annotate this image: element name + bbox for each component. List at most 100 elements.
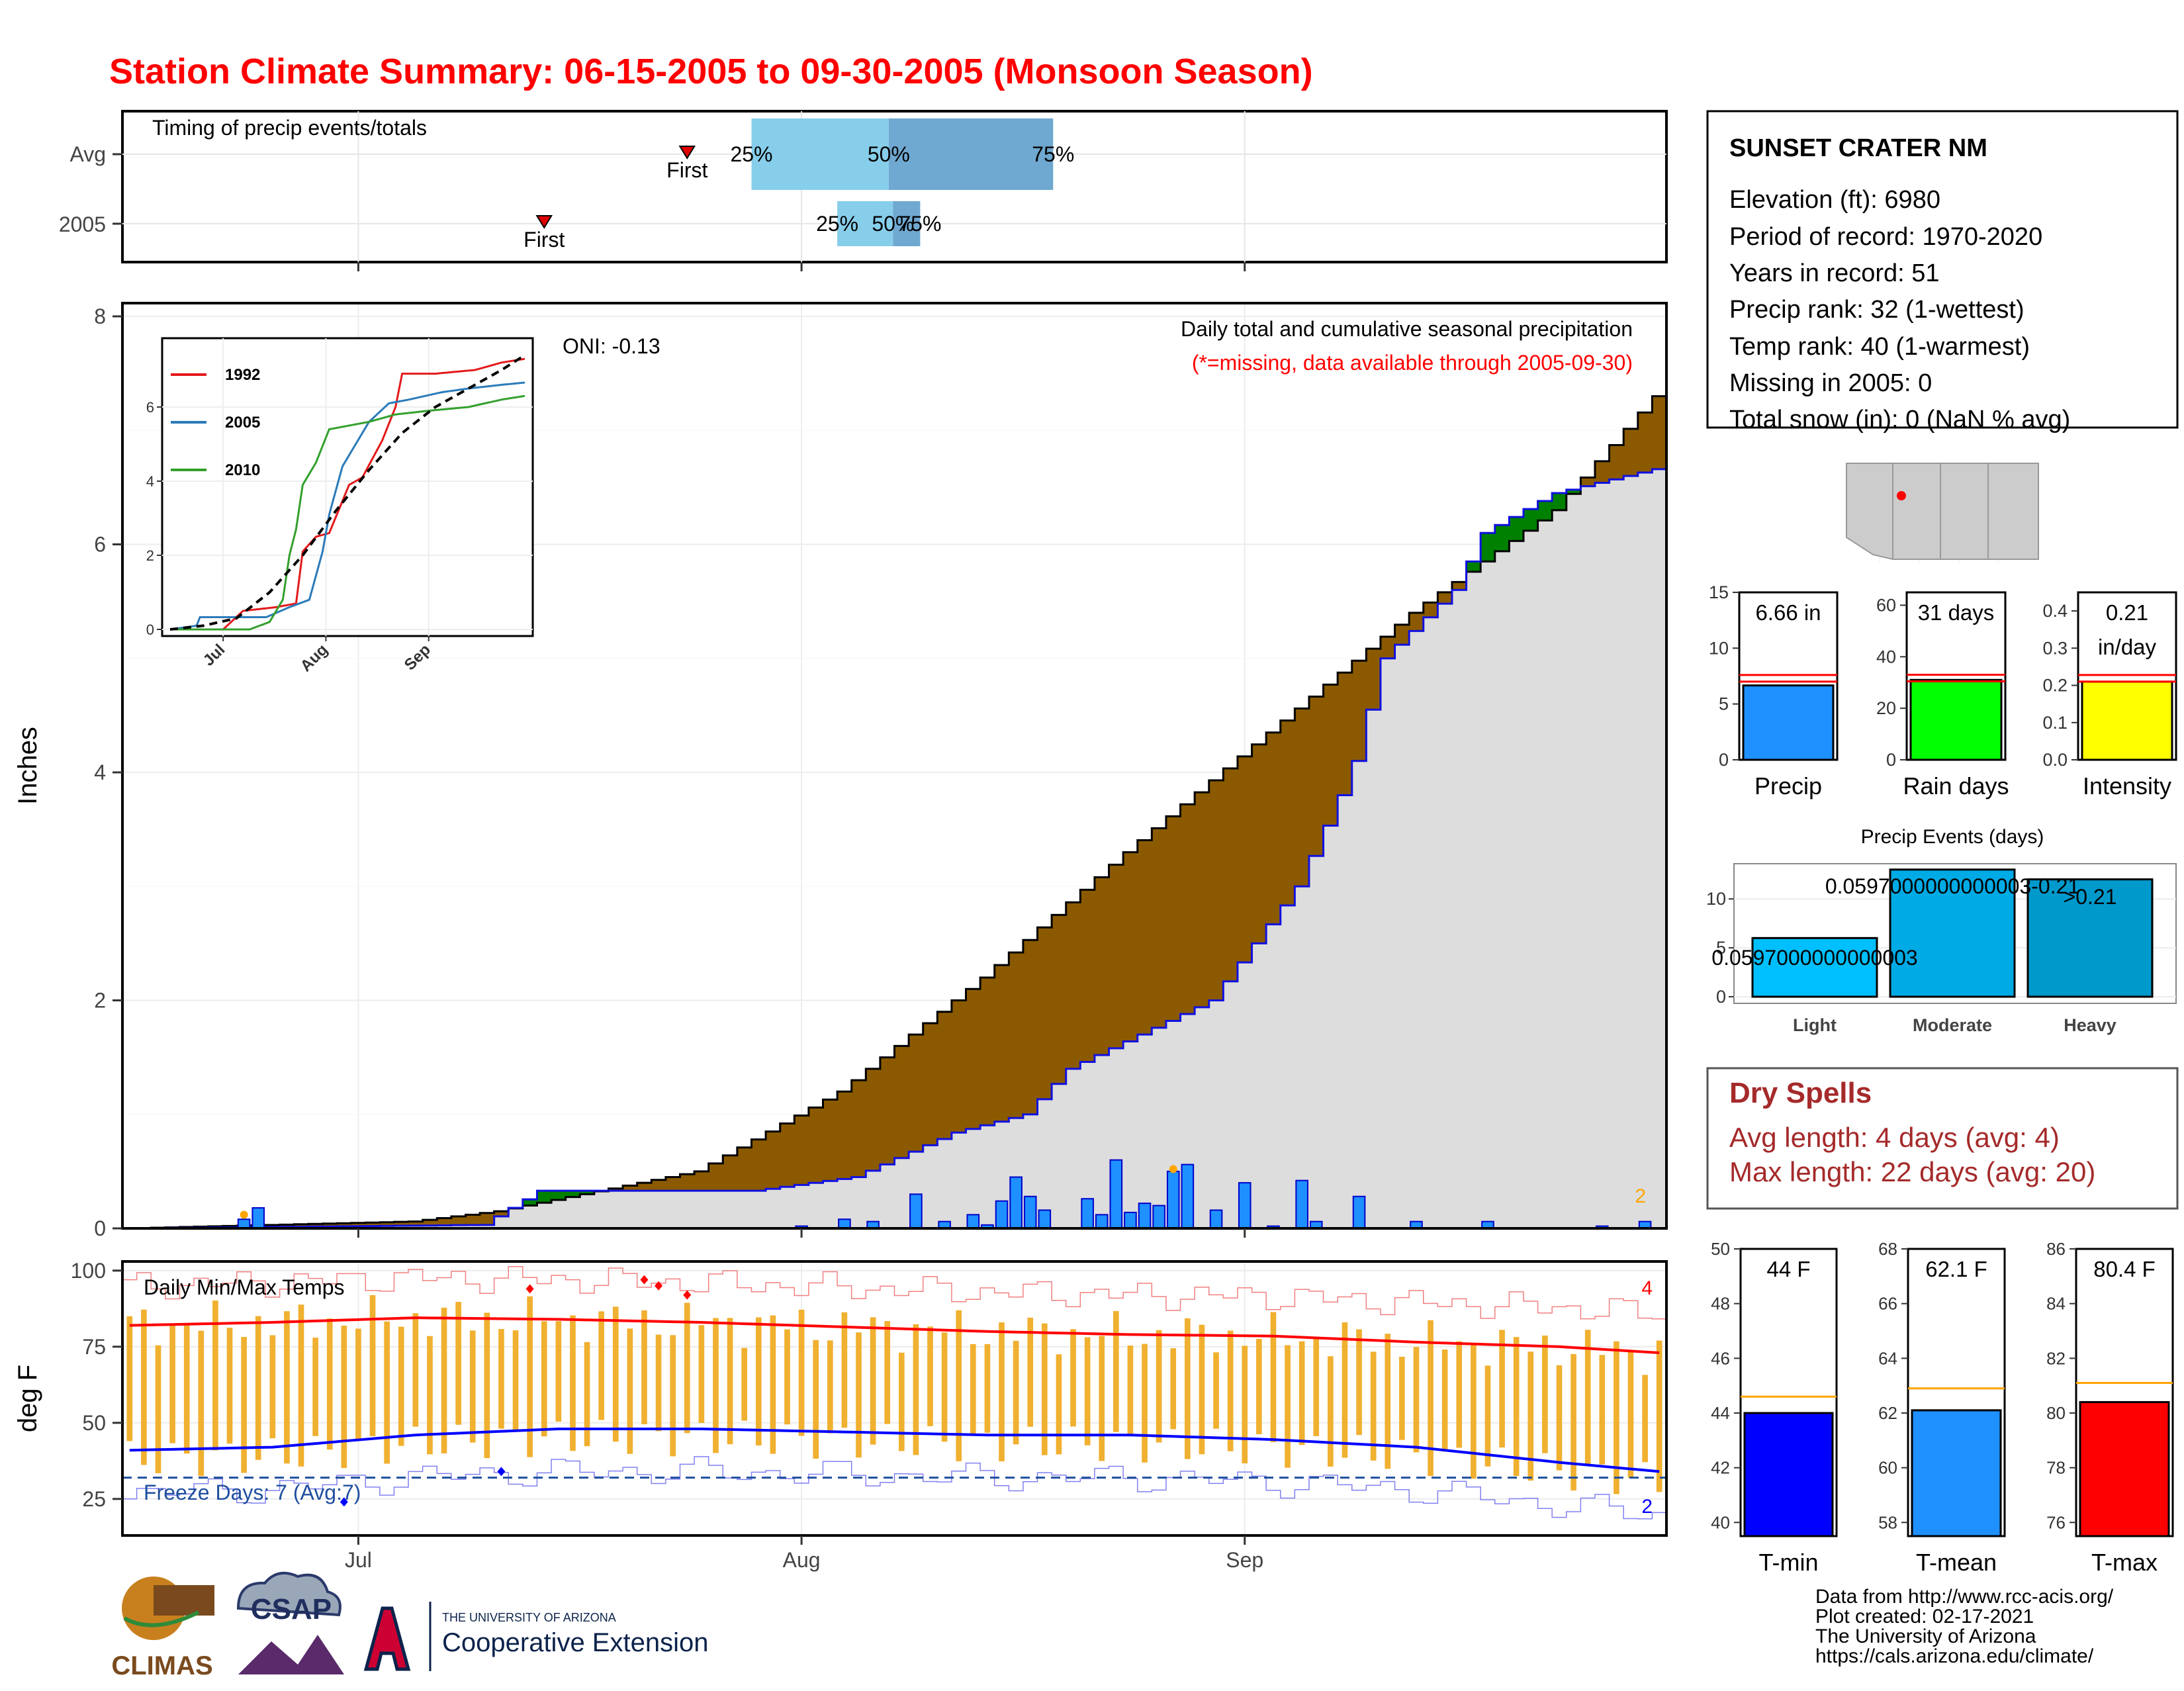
precip-event-marker: [1169, 1165, 1177, 1173]
below-average-segment: [437, 1218, 452, 1226]
below-average-segment: [1195, 792, 1210, 1007]
below-average-segment: [1152, 828, 1167, 1028]
daily-temp-range-bar: [1199, 1324, 1205, 1455]
daily-temp-range-bar: [1313, 1336, 1320, 1436]
below-average-segment: [480, 1212, 495, 1225]
observed-cumulative-area: [122, 469, 1666, 1229]
temp-bar-t-min-y-tick-label: 46: [1711, 1348, 1730, 1368]
above-average-segment: [1509, 517, 1524, 541]
daily-temp-range-bar: [999, 1322, 1005, 1462]
daily-temp-range-bar: [1542, 1335, 1548, 1453]
daily-temp-range-bar: [1013, 1340, 1019, 1445]
daily-temp-range-bar: [341, 1325, 347, 1469]
daily-temp-range-bar: [1471, 1344, 1477, 1479]
season-bar-intensity-y-tick-label: 0.4: [2042, 601, 2068, 621]
average-cumulative-line: [122, 395, 1666, 1230]
daily-temp-range-bar: [1170, 1348, 1177, 1430]
inset-legend: 1992 2005 2010: [171, 366, 260, 479]
below-average-segment: [365, 1222, 381, 1226]
daily-temp-range-bar: [612, 1306, 619, 1442]
timing-first-label: First: [666, 158, 707, 182]
daily-precip-bar: [1209, 1209, 1223, 1229]
below-average-segment: [723, 1155, 738, 1191]
temp-bar-t-min: 40 42 44 46 48 50 44 F T-min: [1711, 1239, 1838, 1576]
temp-bar-t-max-y-tick-label: 82: [2046, 1348, 2066, 1368]
record-high-marker: [525, 1284, 534, 1294]
temp-y-axis-label: deg F: [13, 1365, 42, 1432]
below-average-segment: [294, 1224, 309, 1227]
daily-temp-range-bar: [627, 1328, 633, 1454]
temp-caption: Daily Min/Max Temps: [144, 1275, 344, 1299]
temperature-summary-bars: 40 42 44 46 48 50 44 F T-min 58 60 62 64 66 68 62.1 F T…: [1711, 1239, 2174, 1576]
season-bar-precip-y-tick-label: 15: [1709, 582, 1729, 602]
season-summary-bars: 0 5 10 15 6.66 in Precip 0 20 40 60 31 days Rain da…: [1709, 582, 2177, 800]
daily-temp-range-bar: [512, 1330, 519, 1431]
below-average-segment: [1580, 477, 1596, 486]
daily-temp-range-bar: [441, 1307, 447, 1454]
temp-panel-frame: [121, 1260, 1668, 1537]
station-snow: Total snow (in): 0 (NaN % avg): [1729, 406, 2070, 434]
station-years: Years in record: 51: [1729, 259, 1940, 287]
timing-q25-label: 25%: [816, 212, 858, 236]
daily-temp-range-bar: [984, 1344, 991, 1433]
below-average-segment: [1109, 864, 1124, 1048]
precip-y-tick-label: 4: [94, 760, 106, 784]
season-bar-intensity-y-tick-label: 0.2: [2042, 676, 2068, 696]
daily-temp-range-bar: [1413, 1347, 1420, 1453]
below-average-segment: [1623, 428, 1639, 477]
below-average-segment: [279, 1224, 295, 1227]
daily-precip-bar: [1138, 1203, 1152, 1229]
below-average-segment: [1637, 412, 1653, 473]
season-bar-rain-days-y-tick-label: 60: [1876, 595, 1896, 615]
precip-events-y-tick-label: 0: [1716, 987, 1726, 1007]
above-average-segment: [1480, 533, 1496, 562]
daily-temp-range-bar: [412, 1313, 419, 1427]
inset-lines: [169, 353, 526, 631]
daily-temp-range-bar: [798, 1309, 805, 1436]
temp-bar-t-max-y-tick-label: 78: [2046, 1458, 2066, 1478]
precip-chart-subtitle: (*=missing, data available through 2005-…: [1192, 351, 1633, 375]
below-average-segment: [394, 1222, 409, 1226]
above-average-segment: [1552, 492, 1567, 510]
daily-precip-bar: [1081, 1198, 1094, 1229]
daily-temp-range-bar: [684, 1303, 690, 1434]
temp-bar-t-min-y-tick-label: 40: [1711, 1512, 1730, 1532]
below-average-segment: [1223, 768, 1238, 982]
below-average-segment: [422, 1220, 437, 1226]
inset-legend-label: 2005: [225, 414, 260, 432]
daily-temp-range-bar: [541, 1321, 547, 1437]
daily-temp-range-bar: [1084, 1337, 1091, 1445]
dry-spells-avg-length: Avg length: 4 days (avg: 4): [1729, 1122, 2060, 1153]
daily-temp-range-bar: [298, 1304, 304, 1467]
precip-panel: 0 2 4 6 8 Inches Daily total and cumulative …: [13, 302, 1668, 1240]
precip-y-axis: 0 2 4 6 8: [94, 304, 122, 1240]
climas-logo-swoosh: [123, 1610, 200, 1627]
daily-temp-range-bar: [326, 1318, 333, 1450]
temp-bar-t-min-y-tick-label: 42: [1711, 1458, 1730, 1478]
page-title: Station Climate Summary: 06-15-2005 to 0…: [109, 52, 1313, 91]
precip-areas: [122, 395, 1667, 1230]
temp-bar-t-max-y-tick-label: 86: [2046, 1239, 2066, 1259]
season-bar-rain-days: 0 20 40 60 31 days Rain days: [1876, 591, 2009, 800]
record-high-marker: [683, 1290, 692, 1300]
season-bar-rain-days-y-tick-label: 40: [1876, 647, 1896, 666]
daily-precip-bar: [1095, 1214, 1109, 1229]
season-bar-precip-y-tick-label: 5: [1719, 694, 1729, 714]
daily-precip-bar: [251, 1207, 265, 1229]
below-average-segment: [780, 1123, 795, 1187]
station-temp-rank: Temp rank: 40 (1-warmest): [1729, 333, 2030, 361]
inset-legend-label: 1992: [225, 366, 260, 384]
precip-events-category-label: Heavy: [2064, 1015, 2116, 1035]
csap-logo-text: CSAP: [251, 1593, 332, 1625]
daily-temp-range-bar: [641, 1310, 647, 1424]
temp-count-max: 4: [1641, 1277, 1653, 1299]
below-average-segment: [1280, 720, 1295, 906]
season-bar-intensity: 0.0 0.1 0.2 0.3 0.4 0.21 in/day Intensity: [2042, 591, 2177, 800]
below-average-segment: [408, 1221, 424, 1226]
precip-events-moderate-range: 0.0597000000000003-0.21: [1825, 874, 2079, 898]
daily-temp-range-bar: [284, 1311, 290, 1464]
x-axis-tick-label: Jul: [345, 1548, 372, 1572]
temp-y-tick-label: 50: [82, 1411, 106, 1435]
freeze-days: Freeze Days: 7 (Avg:7): [144, 1481, 361, 1504]
